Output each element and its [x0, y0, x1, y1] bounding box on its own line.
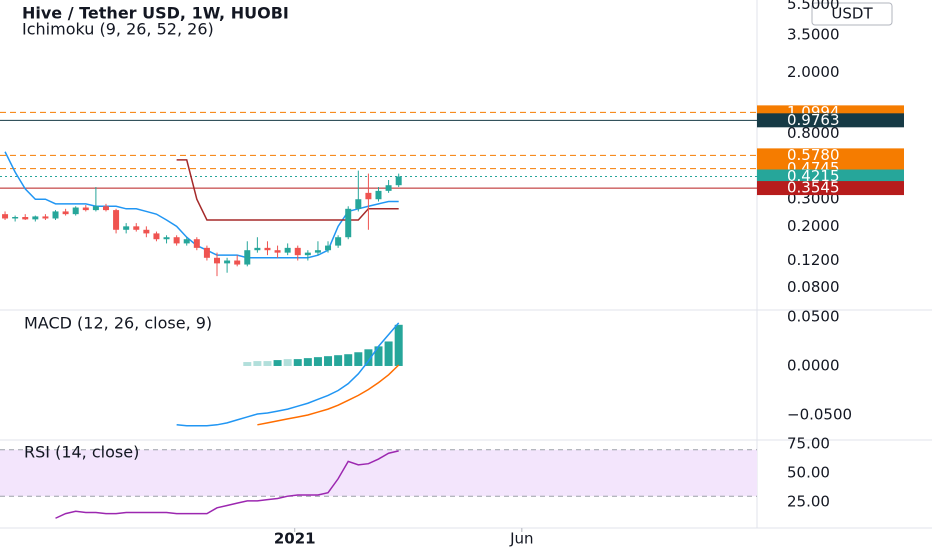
candle-body: [254, 247, 261, 251]
histogram-bar: [293, 359, 302, 366]
histogram-bar: [243, 362, 252, 366]
price-label: 0.4215: [787, 167, 840, 185]
candle-body: [52, 211, 59, 219]
price-label: 0.9763: [787, 111, 840, 129]
x-tick-label: Jun: [509, 530, 533, 548]
candle-body: [193, 239, 200, 248]
candle-body: [264, 247, 271, 251]
candle-body: [294, 247, 301, 256]
currency[interactable]: USDT: [831, 5, 873, 23]
histogram-bar: [344, 354, 353, 366]
candle-body: [214, 257, 221, 264]
candle-body: [153, 233, 160, 240]
candle-body: [325, 245, 332, 251]
line: [176, 322, 400, 427]
candle-body: [284, 247, 291, 253]
rsi-band: [0, 449, 757, 497]
histogram-bar: [384, 341, 393, 366]
histogram-bar: [253, 361, 262, 366]
histogram-bar: [263, 361, 272, 366]
candle-body: [92, 206, 99, 211]
plot: [0, 111, 757, 519]
candle-body: [133, 226, 140, 230]
candle-body: [143, 229, 150, 234]
y-tick-label: 25.00: [787, 492, 830, 510]
candle-body: [72, 207, 79, 215]
candle-body: [173, 237, 180, 244]
candle-body: [335, 237, 342, 246]
candle-body: [345, 208, 352, 238]
y-tick-label: 50.00: [787, 463, 830, 481]
candle-body: [62, 211, 69, 215]
candle-body: [244, 250, 251, 265]
candle-body: [42, 216, 49, 219]
y-tick-label: 2.0000: [787, 63, 840, 81]
currency-box[interactable]: [811, 2, 893, 26]
candle-body: [224, 260, 231, 264]
candle-body: [203, 247, 210, 258]
candle-body: [22, 217, 29, 220]
candle-body: [32, 216, 39, 220]
y-tick-label: 75.00: [787, 434, 830, 452]
indicator-title: Ichimoku (9, 26, 52, 26): [22, 20, 214, 39]
chart-title: Hive / Tether USD, 1W, HUOBI: [22, 4, 289, 23]
candle-body: [82, 207, 89, 211]
macd-title: MACD (12, 26, close, 9): [24, 314, 212, 333]
price-label-box: [757, 169, 904, 184]
y-tick-label: 0.8000: [787, 124, 840, 142]
y-tick-label: −0.0500: [787, 406, 852, 424]
histogram-bar: [394, 324, 403, 366]
y-tick-label: 0.0000: [787, 356, 840, 374]
line: [176, 159, 399, 221]
candle-body: [304, 252, 311, 256]
y-tick-label: 5.5000: [787, 0, 840, 13]
candle-body: [183, 239, 190, 244]
line: [4, 151, 399, 259]
y-tick-label: 0.1200: [787, 251, 840, 269]
y-tick-label: 0.2000: [787, 217, 840, 235]
candle-body: [102, 206, 109, 211]
y-tick-label: 0.0500: [787, 307, 840, 325]
histogram-bar: [324, 356, 333, 366]
histogram-bar: [364, 349, 373, 366]
histogram-bar: [354, 352, 363, 366]
x-tick-label: 2021: [274, 530, 316, 548]
candle-body: [314, 250, 321, 253]
candle-body: [12, 217, 19, 219]
line: [257, 364, 400, 426]
line: [55, 450, 399, 519]
histogram-bar: [334, 355, 343, 366]
histogram-bar: [303, 358, 312, 366]
y-tick-label: 3.5000: [787, 25, 840, 43]
price-label: 0.3545: [787, 179, 840, 197]
histogram-bar: [313, 357, 322, 366]
candle-body: [123, 226, 130, 230]
histogram-bar: [283, 359, 292, 366]
candle-body: [385, 185, 392, 191]
histogram-bar: [273, 360, 282, 366]
price-label: 0.5780: [787, 146, 840, 164]
price-label-box: [757, 148, 904, 163]
candle-body: [375, 190, 382, 200]
candle-body: [163, 237, 170, 240]
candle-body: [113, 210, 120, 230]
price-label-box: [757, 181, 904, 196]
candle-body: [365, 192, 372, 200]
rsi-title: RSI (14, close): [24, 443, 139, 462]
candle-body: [355, 199, 362, 209]
candle-body: [2, 214, 9, 219]
candle-body: [395, 176, 402, 186]
candle-body: [274, 250, 281, 253]
candle-body: [234, 260, 241, 265]
y-tick-label: 0.0800: [787, 278, 840, 296]
histogram-bar: [374, 346, 383, 366]
price-label-box: [757, 113, 904, 128]
